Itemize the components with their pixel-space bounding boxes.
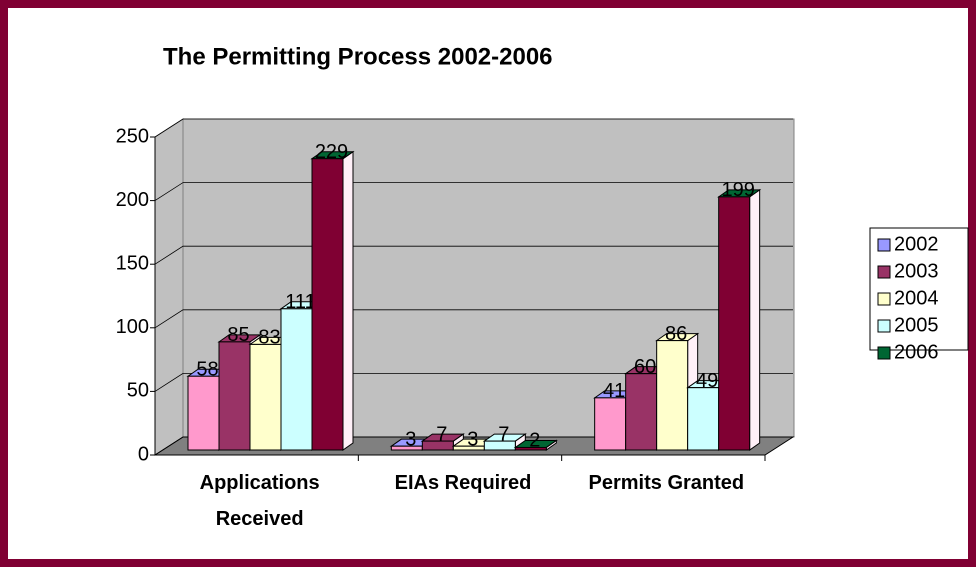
x-tick-label: Permits Granted [588,472,745,494]
grid-line [154,118,793,138]
grid-line [154,245,793,265]
value-label: 85 [227,324,249,346]
bar [187,375,220,451]
legend-label: 2004 [894,287,939,309]
y-tick-label: 0 [138,443,149,465]
value-label: 3 [467,428,478,450]
value-label: 2 [529,430,540,452]
legend-swatch [877,238,891,252]
value-label: 7 [436,423,447,445]
legend-label: 2006 [894,341,939,363]
bar [687,387,720,451]
y-tick-label: 200 [116,189,149,211]
value-label: 229 [315,141,348,163]
bar [218,341,251,451]
legend-label: 2003 [894,260,939,282]
value-label: 83 [258,327,280,349]
side-wall [154,118,184,456]
value-label: 86 [665,323,687,345]
grid-line [154,309,793,329]
bar [280,308,313,451]
bar-side [749,188,761,451]
legend-swatch [877,265,891,279]
x-tick-label: EIAs Required [394,472,532,494]
legend-swatch [877,292,891,306]
bar [514,446,547,451]
value-label: 60 [634,356,656,378]
bar [656,340,689,451]
x-tick-label: Applications Received [199,472,320,530]
grid-line [154,436,793,456]
chart-title: The Permitting Process 2002-2006 [163,43,553,70]
y-tick-label: 100 [116,316,149,338]
value-label: 3 [405,428,416,450]
legend-swatch [877,346,891,360]
y-tick-label: 50 [127,380,149,402]
y-tick-label: 150 [116,252,149,274]
bar [421,440,454,451]
bar [594,397,627,451]
bar [249,343,282,451]
legend-label: 2002 [894,233,939,255]
legend-label: 2005 [894,314,939,336]
value-label: 58 [196,359,218,381]
y-tick-label: 250 [116,125,149,147]
value-label: 41 [603,380,625,402]
value-label: 199 [721,179,754,201]
bar [311,158,344,451]
bar [718,196,751,451]
bar [483,440,516,451]
value-label: 7 [498,423,509,445]
bar [625,373,658,451]
grid-line [154,372,793,392]
bar-side [342,150,354,451]
value-label: 49 [696,370,718,392]
grid-line [154,182,793,201]
value-label: 111 [285,291,315,313]
legend-swatch [877,319,891,333]
